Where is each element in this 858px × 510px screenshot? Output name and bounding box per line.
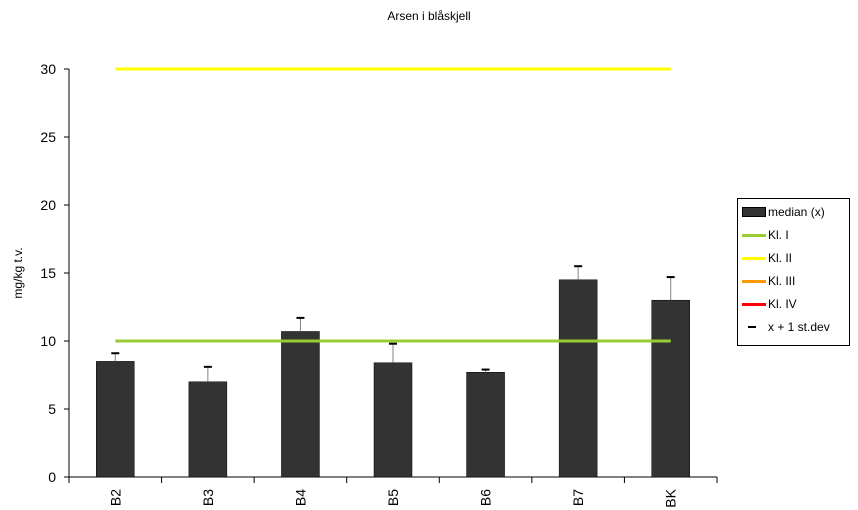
legend-label: Kl. I <box>768 228 789 242</box>
legend-item: median (x) <box>742 204 825 220</box>
plot-area: 0 5 10 15 20 25 30 B2 B3 B4 B5 B6 B7 BK <box>40 61 718 508</box>
legend-item: Kl. III <box>742 273 795 289</box>
legend-label: Kl. III <box>768 274 796 288</box>
legend-item: x + 1 st.dev <box>742 319 830 335</box>
y-tick-label: 10 <box>40 333 56 349</box>
legend: median (x) Kl. I Kl. II Kl. III Kl. IV x + 1 … <box>737 198 850 346</box>
legend-item: Kl. I <box>742 227 789 243</box>
y-tick-label: 30 <box>40 61 56 77</box>
legend-swatch-line <box>742 233 766 237</box>
legend-swatch-dash <box>748 326 756 328</box>
bar-b4 <box>281 331 320 478</box>
bar-b6 <box>466 372 505 478</box>
legend-label: Kl. IV <box>768 297 797 311</box>
legend-swatch-line <box>742 256 766 260</box>
y-tick-label: 0 <box>48 469 56 485</box>
legend-item: Kl. IV <box>742 296 797 312</box>
legend-label: Kl. II <box>768 251 793 265</box>
y-tick-label: 25 <box>40 129 56 145</box>
chart-title: Arsen i blåskjell <box>387 9 470 23</box>
bar-bk <box>651 299 690 478</box>
x-tick-label: B2 <box>107 489 123 506</box>
bar-b2 <box>96 361 135 478</box>
x-tick-label: B4 <box>292 489 308 506</box>
y-axis-label: mg/kg t.v. <box>11 247 25 298</box>
x-tick-label: B7 <box>570 489 586 506</box>
y-tick-label: 15 <box>40 265 56 281</box>
legend-swatch-bar <box>742 207 766 217</box>
bar-b7 <box>558 279 598 478</box>
bar-b3 <box>188 381 228 478</box>
legend-item: Kl. II <box>742 250 792 266</box>
legend-swatch-line <box>742 279 766 283</box>
legend-label: median (x) <box>768 205 825 219</box>
y-tick-label: 20 <box>40 197 56 213</box>
y-tick-label: 5 <box>48 401 56 417</box>
bar-b5 <box>373 362 413 478</box>
x-tick-label: B3 <box>200 489 216 506</box>
legend-label: x + 1 st.dev <box>768 320 830 334</box>
x-tick-label: BK <box>663 488 679 507</box>
legend-swatch-line <box>742 302 766 306</box>
x-tick-label: B5 <box>385 489 401 506</box>
x-tick-label: B6 <box>478 489 494 506</box>
